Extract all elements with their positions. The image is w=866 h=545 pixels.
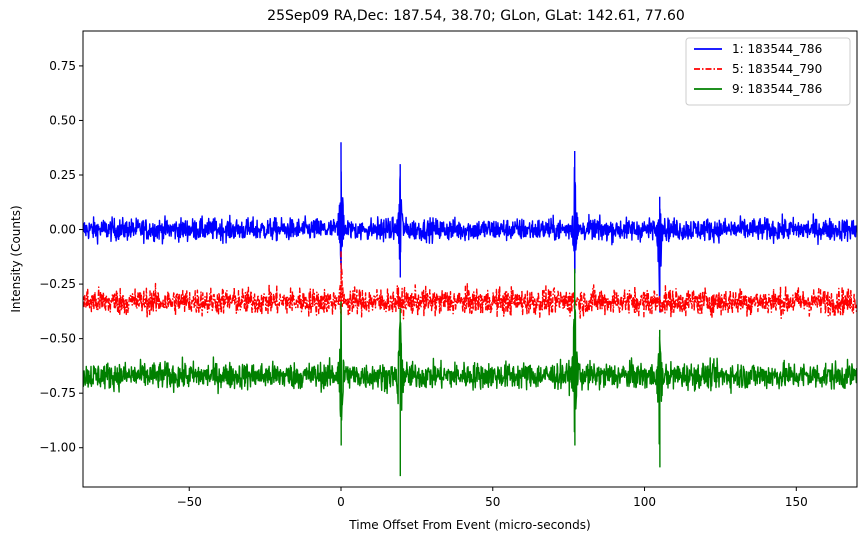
plot-frame: [82, 30, 858, 488]
legend-label-2: 5: 183544_790: [732, 62, 822, 76]
y-tick-label: 0.00: [49, 223, 76, 237]
legend-label-3: 9: 183544_786: [732, 82, 822, 96]
legend-label-1: 1: 183544_786: [732, 42, 822, 56]
legend: 1: 183544_786 5: 183544_790 9: 183544_786: [685, 37, 851, 106]
x-tick-label: 150: [785, 495, 808, 509]
x-axis: −50 0 50 100 150: [177, 487, 808, 509]
legend-box: [685, 37, 851, 106]
x-tick-label: −50: [177, 495, 202, 509]
y-axis-label: Intensity (Counts): [9, 205, 23, 312]
x-tick-label: 0: [337, 495, 345, 509]
y-tick-label: −0.25: [39, 277, 76, 291]
y-axis: 0.75 0.50 0.25 0.00 −0.25 −0.50 −0.75 −1.00: [39, 59, 83, 455]
y-tick-label: 0.50: [49, 113, 76, 127]
x-tick-label: 50: [485, 495, 500, 509]
x-axis-label: Time Offset From Event (micro-seconds): [348, 518, 590, 532]
series-line-1: [83, 142, 857, 313]
y-tick-label: 0.25: [49, 168, 76, 182]
y-tick-label: 0.75: [49, 59, 76, 73]
y-tick-label: −0.50: [39, 332, 76, 346]
chart-title: 25Sep09 RA,Dec: 187.54, 38.70; GLon, GLa…: [267, 8, 685, 24]
y-tick-label: −0.75: [39, 386, 76, 400]
y-tick-label: −1.00: [39, 441, 76, 455]
series-layer: [83, 142, 857, 477]
series-line-3: [83, 268, 857, 477]
x-tick-label: 100: [633, 495, 656, 509]
